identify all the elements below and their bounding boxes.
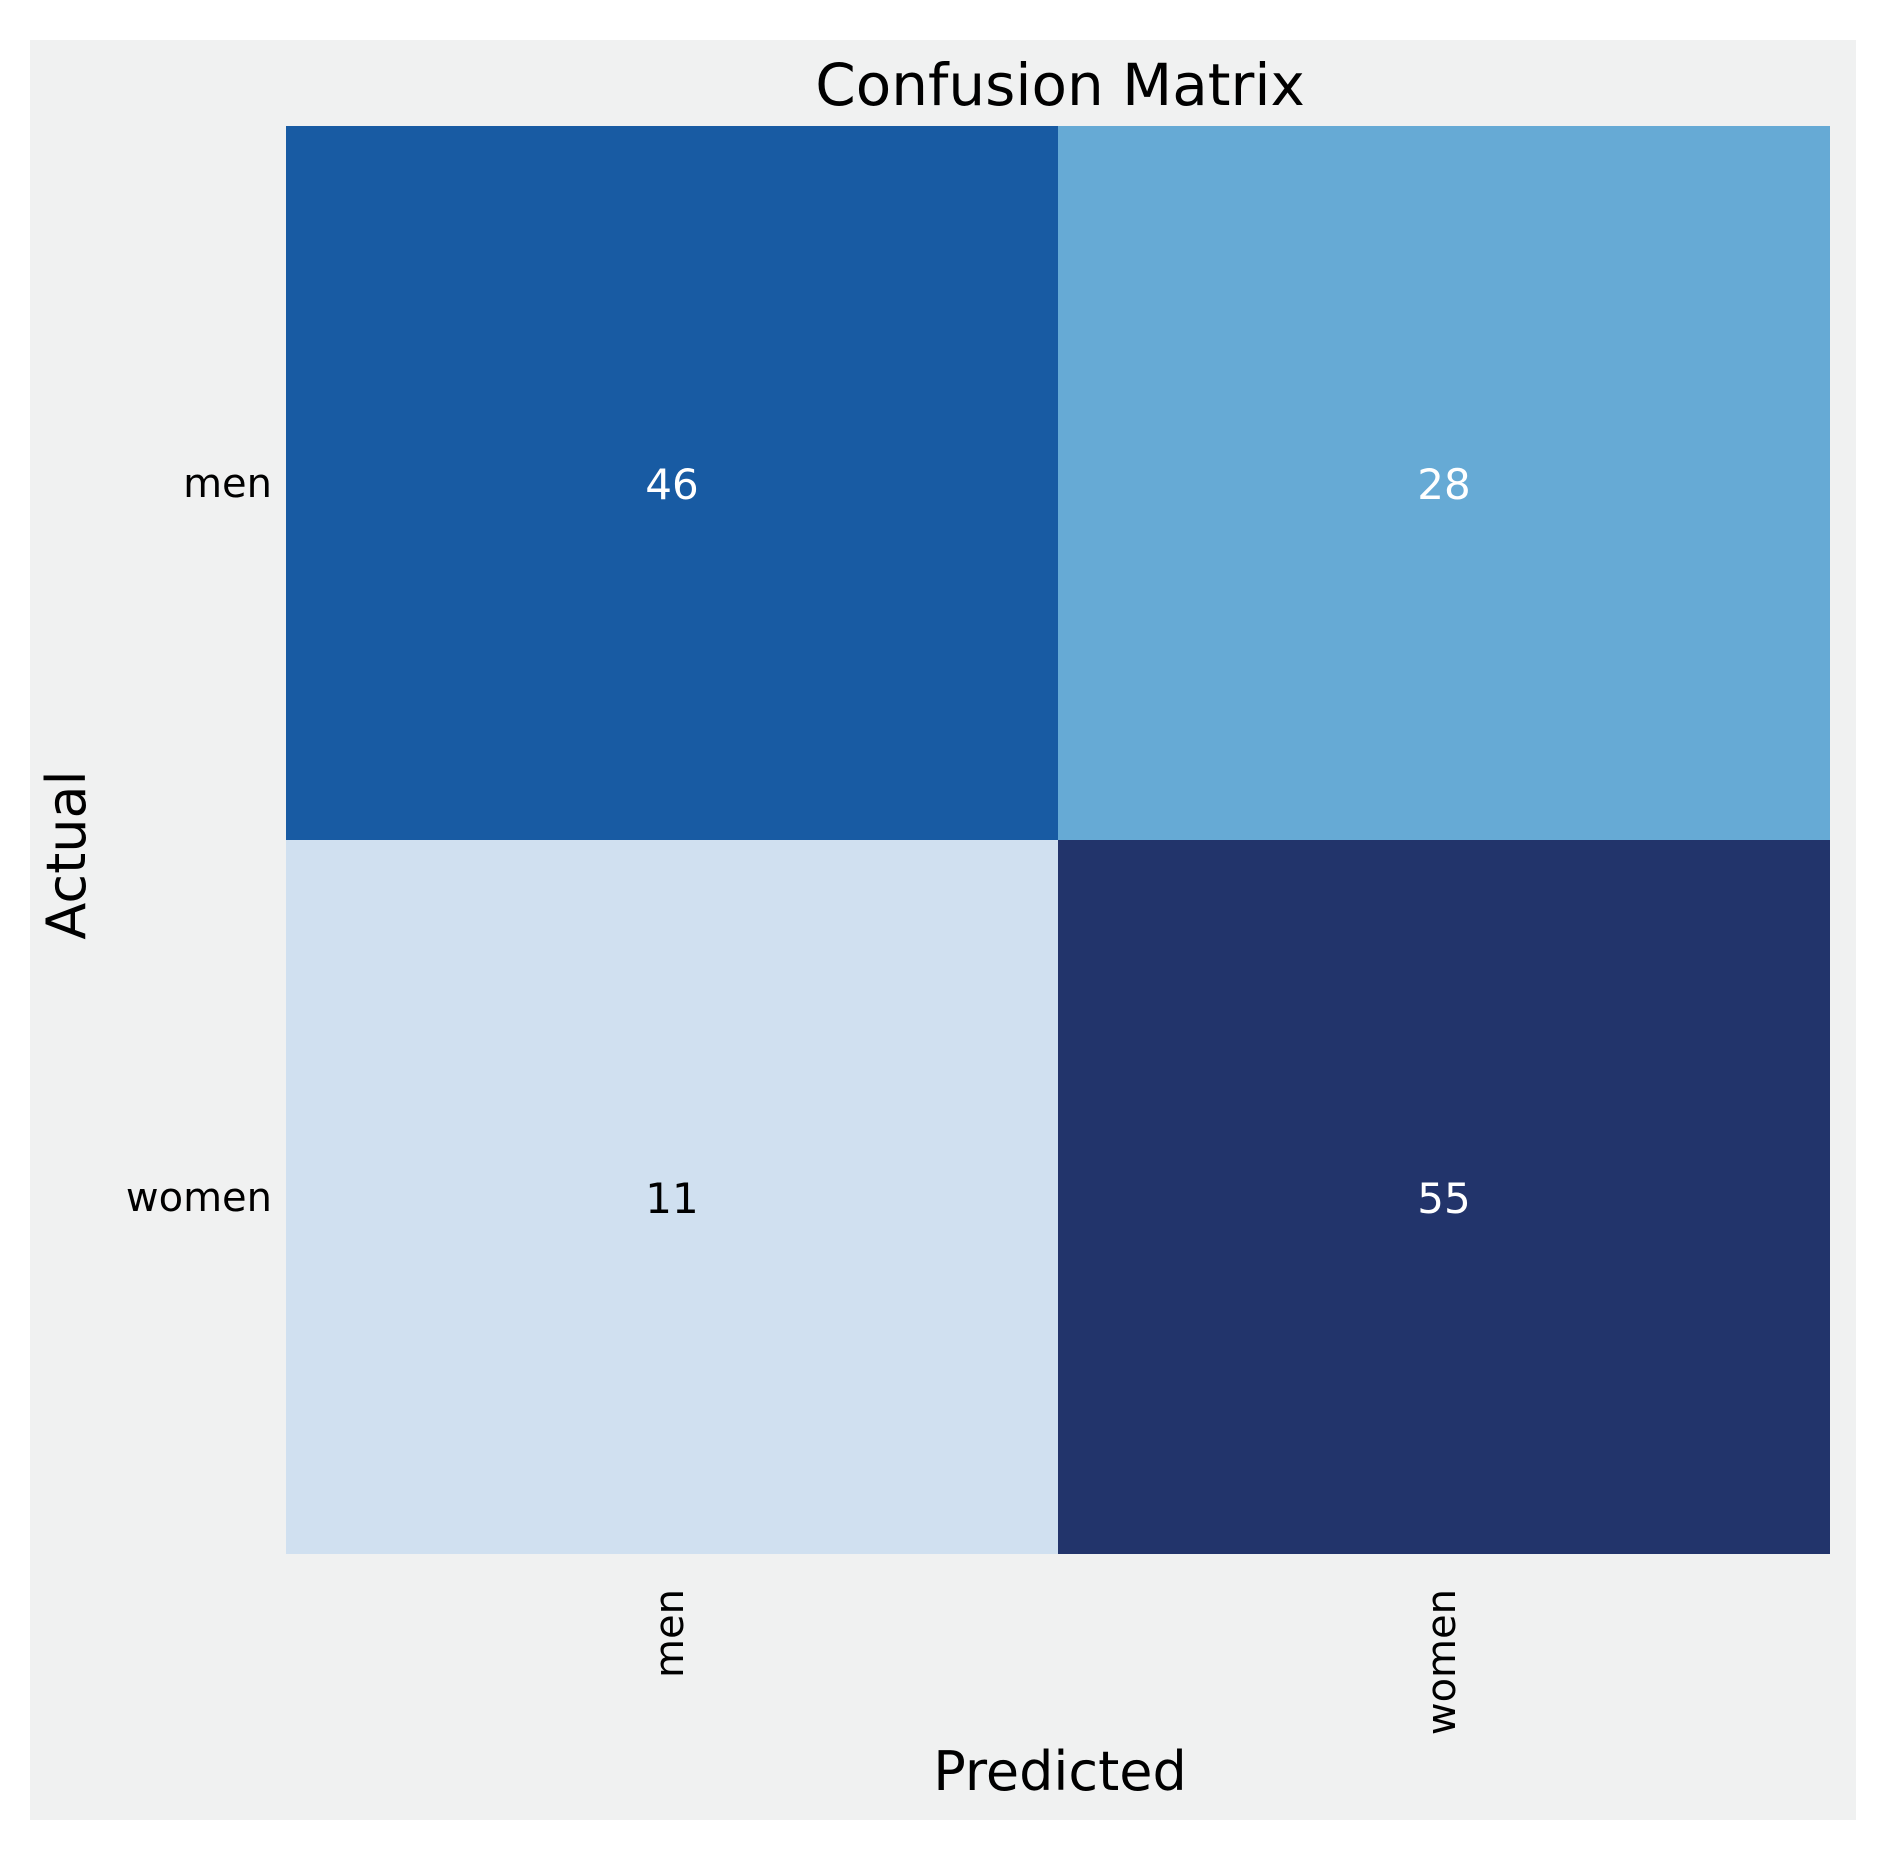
- y-tick-label: women: [126, 1175, 272, 1221]
- y-tick-label: men: [183, 461, 272, 507]
- y-tick-labels: men women: [126, 461, 272, 1221]
- heatmap-cell-value: 28: [1417, 460, 1470, 509]
- x-tick-labels: men women: [647, 1589, 1465, 1735]
- heatmap-cell-value: 55: [1417, 1174, 1470, 1223]
- heatmap-cell-value: 46: [645, 460, 698, 509]
- chart-title: Confusion Matrix: [815, 51, 1305, 119]
- x-tick-label: women: [1419, 1589, 1465, 1735]
- x-axis-label: Predicted: [933, 1740, 1187, 1803]
- x-tick-label: men: [647, 1589, 693, 1678]
- heatmap-cell: [1058, 126, 1830, 840]
- y-axis-label: Actual: [35, 770, 98, 939]
- heatmap-cell-value: 11: [645, 1174, 698, 1223]
- heatmap-cell: [286, 840, 1058, 1554]
- heatmap-cells: [286, 126, 1830, 1554]
- heatmap-cell: [286, 126, 1058, 840]
- heatmap-cell: [1058, 840, 1830, 1554]
- heatmap-cell-labels: 46 28 11 55: [645, 460, 1470, 1223]
